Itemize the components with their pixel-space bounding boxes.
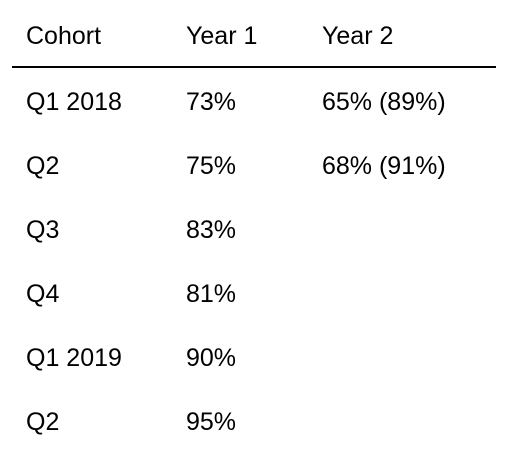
- table-row: Q1 2018 73% 65% (89%): [12, 68, 496, 132]
- cohort-cell: Q2: [26, 152, 60, 180]
- cohort-retention-table: Cohort Year 1 Year 2 Q1 2018 73% 65% (89…: [12, 0, 496, 452]
- year-1-cell: 95%: [186, 408, 237, 436]
- year-1-cell: 75%: [186, 152, 237, 180]
- year-2-cell: 65% (89%): [322, 88, 446, 116]
- cohort-cell: Q4: [26, 280, 60, 308]
- year-1-cell: 73%: [186, 88, 237, 116]
- cohort-cell: Q1 2018: [26, 88, 122, 116]
- year-1-cell: 83%: [186, 216, 237, 244]
- year-1-cell: 81%: [186, 280, 237, 308]
- table-row: Q2 95%: [12, 388, 496, 452]
- cohort-cell: Q2: [26, 408, 60, 436]
- cohort-cell: Q3: [26, 216, 60, 244]
- table-row: Q2 75% 68% (91%): [12, 132, 496, 196]
- table-header-row: Cohort Year 1 Year 2: [12, 0, 496, 68]
- table-row: Q1 2019 90%: [12, 324, 496, 388]
- year-1-cell: 90%: [186, 344, 237, 372]
- table-row: Q3 83%: [12, 196, 496, 260]
- header-year-1: Year 1: [186, 22, 258, 50]
- table-row: Q4 81%: [12, 260, 496, 324]
- cohort-cell: Q1 2019: [26, 344, 122, 372]
- header-cohort: Cohort: [26, 22, 102, 50]
- year-2-cell: 68% (91%): [322, 152, 446, 180]
- header-year-2: Year 2: [322, 22, 394, 50]
